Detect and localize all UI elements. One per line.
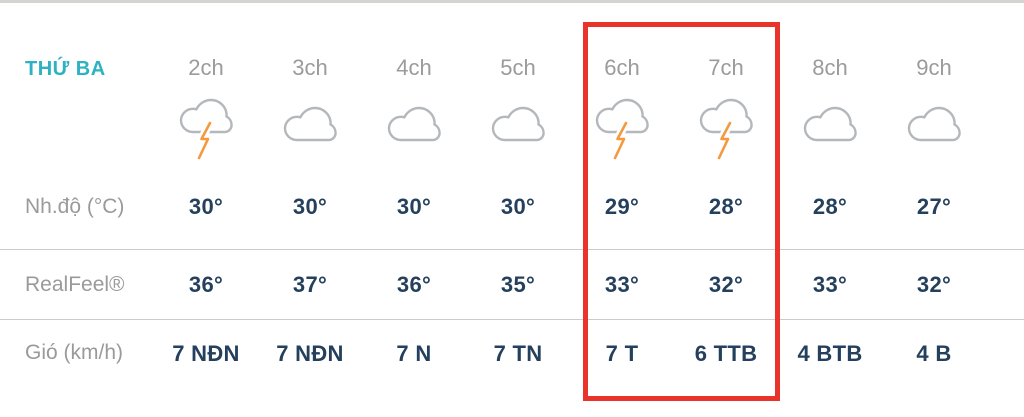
cloud-icon (907, 106, 961, 142)
cloud-lightning-icon (595, 98, 649, 162)
hour-label: 7ch (708, 55, 744, 80)
realfeel-value: 32° (916, 271, 952, 297)
hour-column-header[interactable]: 7ch (674, 3, 778, 90)
wind-value: 7 N (396, 341, 432, 366)
hour-label: 6ch (604, 55, 640, 80)
hour-label: 9ch (916, 55, 952, 80)
temperature-value: 27° (916, 194, 952, 219)
hour-column-header[interactable]: 4ch (362, 3, 466, 90)
hour-column-header[interactable]: 9ch (882, 3, 986, 90)
day-label: THỨ BA (25, 58, 106, 80)
realfeel-row-label: RealFeel® (25, 272, 125, 296)
wind-value: 7 T (605, 341, 639, 366)
temperature-value: 30° (500, 194, 536, 219)
temperature-value: 30° (396, 194, 432, 219)
cloud-icon (387, 106, 441, 142)
realfeel-value: 32° (708, 271, 744, 297)
hour-column-header[interactable]: 5ch (466, 3, 570, 90)
temperature-value: 28° (812, 194, 848, 219)
hour-label: 5ch (500, 55, 536, 80)
wind-value: 7 NĐN (172, 341, 240, 366)
header-row: THỨ BA 2ch 3ch 4ch 5ch 6ch 7ch 8ch 9ch (0, 3, 1024, 90)
wind-value: 7 TN (493, 341, 543, 366)
wind-value: 6 TTB (694, 341, 758, 366)
hour-label: 4ch (396, 55, 432, 80)
temperature-row: Nh.độ (°C) 30° 30° 30° 30° 29° 28° 28° 2… (0, 165, 1024, 250)
cloud-lightning-icon (699, 98, 753, 162)
temperature-value: 30° (292, 194, 328, 219)
cloud-icon (491, 106, 545, 142)
realfeel-value: 36° (396, 271, 432, 297)
wind-value: 7 NĐN (276, 341, 344, 366)
hour-column-header[interactable]: 6ch (570, 3, 674, 90)
realfeel-row: RealFeel® 36° 37° 36° 35° 33° 32° 33° 32… (0, 250, 1024, 320)
cloud-lightning-icon (179, 98, 233, 162)
cloud-icon (803, 106, 857, 142)
hour-column-header[interactable]: 2ch (154, 3, 258, 90)
hour-label: 8ch (812, 55, 848, 80)
realfeel-value: 33° (604, 271, 640, 297)
wind-row-label: Gió (km/h) (25, 341, 124, 364)
temperature-value: 30° (188, 194, 224, 219)
hour-column-header[interactable]: 8ch (778, 3, 882, 90)
realfeel-value: 33° (812, 271, 848, 297)
realfeel-value: 35° (500, 271, 536, 297)
hour-label: 2ch (188, 55, 224, 80)
realfeel-value: 37° (292, 271, 328, 297)
hour-label: 3ch (292, 55, 328, 80)
wind-value: 4 BTB (797, 341, 863, 366)
temperature-value: 29° (604, 194, 640, 219)
icons-row (0, 90, 1024, 165)
realfeel-value: 36° (188, 271, 224, 297)
wind-row: Gió (km/h) 7 NĐN 7 NĐN 7 N 7 TN 7 T 6 TT… (0, 320, 1024, 417)
wind-value: 4 B (916, 341, 952, 366)
temperature-value: 28° (708, 194, 744, 219)
day-label-cell: THỨ BA (0, 3, 154, 90)
hour-column-header[interactable]: 3ch (258, 3, 362, 90)
cloud-icon (283, 106, 337, 142)
temperature-row-label: Nh.độ (°C) (25, 195, 125, 218)
